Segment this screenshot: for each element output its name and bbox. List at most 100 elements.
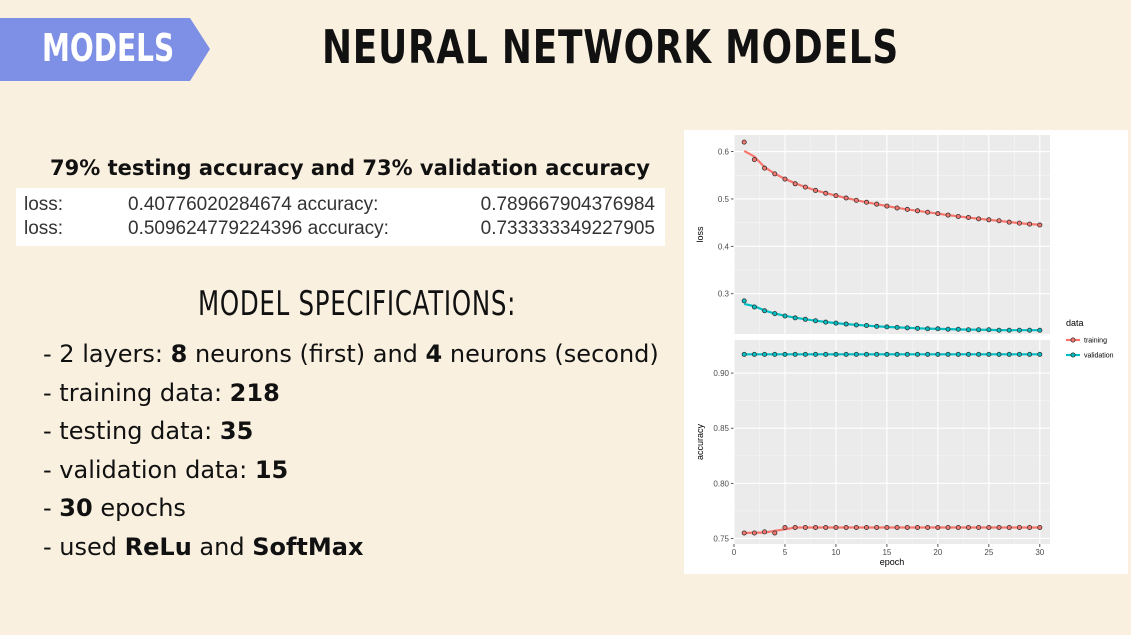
metric-accuracy: 0.733333349227905: [480, 218, 655, 239]
metric-loss: 0.509624779224396 accuracy:: [128, 218, 389, 239]
training-point: [894, 524, 900, 530]
training-point: [792, 524, 798, 530]
y-tick-label: 0.3: [718, 290, 730, 299]
validation-point: [925, 351, 931, 357]
legend-label-training: training: [1084, 338, 1107, 345]
training-point: [935, 524, 941, 530]
validation-point: [996, 327, 1002, 333]
y-axis-label: loss: [695, 226, 705, 243]
x-tick-label: 0: [732, 548, 737, 557]
specs-title: MODEL SPECIFICATIONS:: [198, 284, 517, 324]
x-tick-label: 30: [1035, 548, 1044, 557]
training-point: [823, 190, 829, 196]
training-point: [904, 524, 910, 530]
spec-value: 8: [170, 340, 188, 368]
legend-key-point-training: [1070, 337, 1076, 343]
training-point: [1016, 220, 1022, 226]
validation-point: [1027, 351, 1033, 357]
x-axis-label: epoch: [880, 557, 905, 567]
validation-point: [843, 321, 849, 327]
spec-value: 218: [229, 378, 280, 407]
training-point: [965, 214, 971, 220]
validation-point: [976, 327, 982, 333]
validation-point: [904, 351, 910, 357]
training-point: [1027, 221, 1033, 227]
spec-value: SoftMax: [252, 532, 364, 561]
validation-point: [751, 304, 757, 310]
validation-point: [894, 351, 900, 357]
validation-point: [1016, 327, 1022, 333]
training-point: [813, 187, 819, 193]
y-tick-label: 0.85: [713, 424, 729, 433]
training-point: [904, 206, 910, 212]
training-point: [1037, 524, 1043, 530]
validation-point: [904, 325, 910, 331]
training-point: [864, 524, 870, 530]
validation-point: [792, 351, 798, 357]
training-point: [996, 524, 1002, 530]
training-point: [925, 209, 931, 215]
validation-point: [874, 351, 880, 357]
validation-point: [945, 351, 951, 357]
metrics-table: loss: 0.40776020284674 accuracy: 0.78966…: [16, 188, 665, 246]
spec-item: - testing data: 35: [43, 417, 659, 456]
spec-text: - used: [43, 532, 125, 561]
legend-title: data: [1066, 318, 1084, 328]
spec-value: 35: [219, 417, 254, 445]
validation-point: [853, 322, 859, 328]
training-point: [741, 139, 747, 145]
validation-point: [1006, 327, 1012, 333]
y-tick-label: 0.5: [718, 195, 730, 204]
training-point: [996, 218, 1002, 224]
training-point: [884, 524, 890, 530]
spec-text: epochs: [92, 494, 186, 522]
training-point: [874, 524, 880, 530]
validation-point: [965, 327, 971, 333]
training-point: [955, 213, 961, 219]
y-axis-label: accuracy: [695, 423, 705, 460]
training-point: [1006, 524, 1012, 530]
training-point: [813, 524, 819, 530]
spec-item: - used ReLu and SoftMax: [43, 533, 659, 572]
y-tick-label: 0.75: [713, 534, 729, 543]
validation-point: [741, 351, 747, 357]
training-point: [874, 201, 880, 207]
validation-point: [843, 351, 849, 357]
validation-point: [782, 313, 788, 319]
training-point: [1037, 222, 1043, 228]
specs-list: - 2 layers: 8 neurons (first) and 4 neur…: [43, 340, 659, 571]
metric-label: loss:: [24, 218, 64, 239]
training-point: [772, 171, 778, 177]
legend-label-validation: validation: [1084, 353, 1114, 360]
validation-point: [996, 351, 1002, 357]
panel-background: [734, 340, 1050, 544]
validation-point: [955, 326, 961, 332]
metric-loss: 0.40776020284674 accuracy:: [128, 194, 379, 215]
validation-point: [976, 351, 982, 357]
validation-point: [884, 351, 890, 357]
validation-point: [955, 351, 961, 357]
training-point: [925, 524, 931, 530]
validation-point: [751, 351, 757, 357]
spec-value: 15: [254, 455, 289, 484]
training-point: [772, 530, 778, 536]
spec-text: - training data:: [43, 378, 230, 407]
validation-point: [741, 298, 747, 304]
spec-item: - validation data: 15: [43, 456, 659, 495]
training-point: [955, 524, 961, 530]
chart-svg: 0.3 0.4 0.5 0.6 loss 0.75 0.80 0.85 0.90 accuracy…: [695, 135, 1114, 567]
training-point: [833, 193, 839, 199]
validation-point: [782, 351, 788, 357]
validation-point: [813, 351, 819, 357]
validation-point: [935, 351, 941, 357]
spec-text: neurons (first) and: [187, 340, 426, 368]
validation-point: [884, 324, 890, 330]
training-point: [741, 530, 747, 536]
training-point: [823, 524, 829, 530]
validation-point: [1027, 327, 1033, 333]
legend-key-point-validation: [1070, 352, 1076, 358]
training-point: [762, 529, 768, 535]
training-point: [1006, 219, 1012, 225]
spec-value: 30: [59, 494, 93, 522]
spec-text: - validation data:: [43, 455, 255, 484]
